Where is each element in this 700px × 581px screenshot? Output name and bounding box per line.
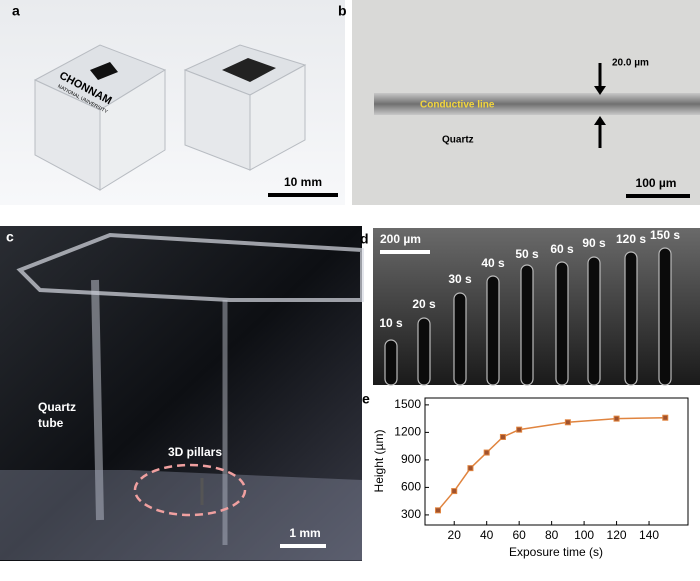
marker <box>483 449 490 456</box>
time-label: 90 s <box>582 236 606 250</box>
panel-label: b <box>338 3 347 19</box>
tube-edge <box>16 232 364 302</box>
y-tick-label: 300 <box>401 507 421 521</box>
time-label: 10 s <box>379 316 403 330</box>
x-tick-label: 20 <box>448 528 462 542</box>
scale-bar <box>268 193 338 197</box>
scale-bar <box>626 194 690 198</box>
scale-bar-label: 1 mm <box>289 526 320 540</box>
conductive-line <box>374 93 700 115</box>
panel-label: c <box>6 229 14 245</box>
y-axis-label: Height (µm) <box>372 430 386 493</box>
panel-e: e Exposure time (s) Height (µm) 300 600 90… <box>362 391 689 559</box>
pillar <box>384 339 398 386</box>
marker <box>516 426 523 433</box>
time-label: 30 s <box>448 272 472 286</box>
marker <box>613 415 620 422</box>
width-label: 20.0 µm <box>612 58 649 69</box>
cube-side <box>249 64 306 171</box>
scale-bar <box>280 544 326 548</box>
x-tick-label: 140 <box>639 528 659 542</box>
substrate-label: Quartz <box>442 135 474 146</box>
time-label: 40 s <box>481 256 505 270</box>
y-tick-label: 1200 <box>394 425 421 439</box>
y-tick-label: 1500 <box>394 397 421 411</box>
panel-d: d 200 µm 10 s 20 s 30 s 40 s 50 s 60 s 9… <box>360 228 700 386</box>
pillar <box>520 264 534 386</box>
arrowhead <box>594 86 606 95</box>
panel-b: b Conductive line Quartz 20.0 µm 100 µm <box>338 0 700 205</box>
photo-c <box>0 226 362 561</box>
pillar <box>587 256 601 386</box>
pillars-label: 3D pillars <box>168 445 222 459</box>
tube-bottom <box>0 470 362 560</box>
x-tick-label: 80 <box>545 528 559 542</box>
marker <box>451 488 458 495</box>
panel-label: d <box>360 231 369 247</box>
cube-side <box>99 69 166 191</box>
pillar <box>624 251 638 386</box>
plot-frame <box>424 397 689 526</box>
marker <box>434 507 441 514</box>
scale-bar <box>380 250 430 254</box>
arrowhead <box>594 116 606 125</box>
time-label: 120 s <box>616 232 646 246</box>
pillar <box>417 317 431 386</box>
panel-label: a <box>12 3 20 19</box>
time-label: 50 s <box>515 247 539 261</box>
x-tick-label: 60 <box>512 528 526 542</box>
logo <box>90 62 118 80</box>
scale-bar-label: 10 mm <box>284 175 322 189</box>
x-tick-label: 120 <box>607 528 627 542</box>
series-line <box>437 416 666 511</box>
scale-bar-label: 100 µm <box>636 176 677 190</box>
y-tick-label: 900 <box>401 452 421 466</box>
circuit-chip <box>222 58 276 82</box>
marker <box>499 433 506 440</box>
highlight-ellipse <box>133 463 247 517</box>
panel-c: c Quartz tube 3D pillars 1 mm <box>0 226 364 561</box>
marker <box>662 414 669 421</box>
time-label: 150 s <box>650 228 680 242</box>
time-label: 60 s <box>550 242 574 256</box>
pillar <box>555 261 569 386</box>
panel-a: CHONNAM NATIONAL UNIVERSITY a 10 mm <box>0 0 345 205</box>
pillar <box>658 247 672 386</box>
panel-label: e <box>362 391 370 407</box>
tube-edge <box>91 279 104 521</box>
time-label: 20 s <box>412 297 436 311</box>
line-label: Conductive line <box>420 100 495 111</box>
x-tick-label: 100 <box>574 528 594 542</box>
tube-label: Quartz <box>38 400 76 414</box>
pillar <box>453 292 467 386</box>
pillar <box>486 275 500 386</box>
x-tick-label: 40 <box>480 528 494 542</box>
tube-label: tube <box>38 416 64 430</box>
scale-bar-label: 200 µm <box>380 232 421 246</box>
marker <box>467 465 474 472</box>
marker <box>564 419 571 426</box>
x-axis-label: Exposure time (s) <box>509 545 603 559</box>
pillars <box>384 247 672 386</box>
y-tick-label: 600 <box>401 480 421 494</box>
